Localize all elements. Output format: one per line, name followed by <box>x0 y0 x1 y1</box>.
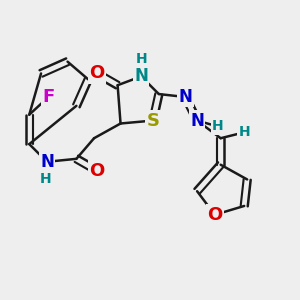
Text: H: H <box>238 125 250 139</box>
Text: F: F <box>42 88 55 106</box>
Text: H: H <box>135 52 147 66</box>
Text: O: O <box>207 206 222 224</box>
Text: H: H <box>40 172 51 186</box>
Text: S: S <box>146 112 159 130</box>
Text: O: O <box>89 64 105 82</box>
Text: O: O <box>89 162 105 180</box>
Text: N: N <box>190 112 204 130</box>
Text: N: N <box>134 68 148 85</box>
Text: N: N <box>178 88 192 106</box>
Text: H: H <box>212 119 224 134</box>
Text: N: N <box>40 153 54 171</box>
